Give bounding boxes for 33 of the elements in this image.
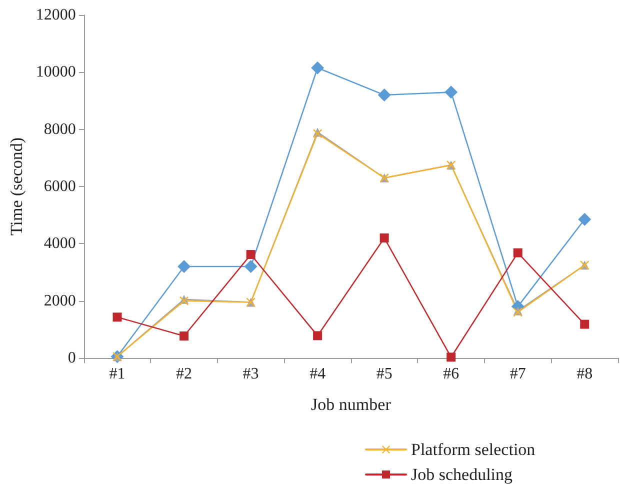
point <box>313 331 322 340</box>
point <box>578 212 592 226</box>
point <box>446 352 456 362</box>
y-tick-label: 10000 <box>36 64 76 81</box>
point <box>513 248 522 258</box>
x-tick-label: #3 <box>242 366 259 382</box>
y-tick-label: 6000 <box>44 178 76 195</box>
x-tick-label: #7 <box>510 366 526 382</box>
y-axis-title: Time (second) <box>7 137 26 236</box>
point <box>112 312 122 322</box>
y-tick-label: 4000 <box>44 235 76 252</box>
legend-label: Job scheduling <box>411 465 514 484</box>
point <box>580 320 590 329</box>
point <box>178 260 191 274</box>
x-tick-label: #6 <box>443 366 460 382</box>
point <box>244 260 258 274</box>
x-tick-label: #4 <box>310 366 326 382</box>
x-tick-label: #8 <box>576 366 593 382</box>
y-tick-label: 0 <box>68 350 76 366</box>
point <box>444 86 458 99</box>
point <box>380 233 389 242</box>
x-axis-title: Job number <box>311 395 392 414</box>
y-tick-label: 12000 <box>36 6 76 24</box>
y-tick-label: 2000 <box>44 292 76 310</box>
x-tick-label: #5 <box>376 366 392 382</box>
point <box>246 250 256 260</box>
x-tick-label: #1 <box>109 366 126 382</box>
legend-label: Platform selection <box>411 440 536 459</box>
point <box>180 331 189 340</box>
point <box>378 88 391 102</box>
x-tick-label: #2 <box>176 366 192 382</box>
y-tick-label: 8000 <box>44 120 76 138</box>
point <box>311 61 324 74</box>
